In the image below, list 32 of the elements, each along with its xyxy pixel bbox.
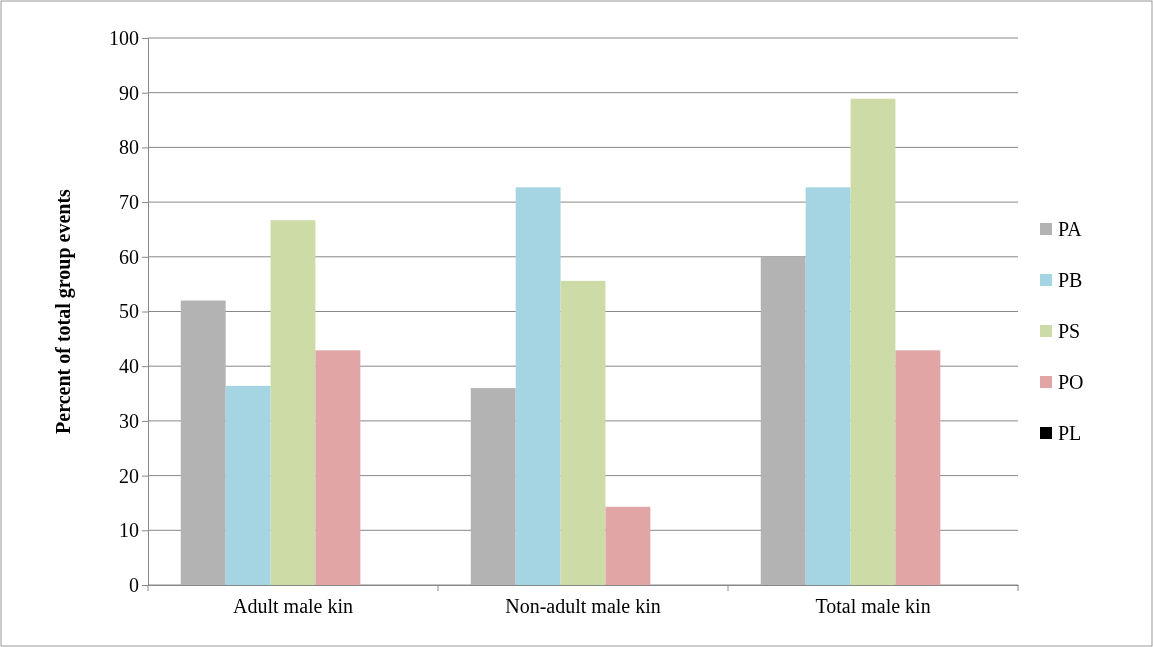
bar xyxy=(605,506,651,585)
y-tick-label: 50 xyxy=(119,300,139,323)
y-tick-label: 90 xyxy=(119,81,139,104)
y-axis-title: Percent of total group events xyxy=(52,188,75,434)
bar xyxy=(515,187,561,585)
legend-label: PB xyxy=(1058,269,1083,291)
y-tick-label: 20 xyxy=(119,464,139,487)
y-tick-label: 10 xyxy=(119,519,139,542)
legend-label: PS xyxy=(1058,320,1081,342)
bar xyxy=(270,220,316,585)
bar xyxy=(470,388,516,585)
bar xyxy=(895,350,941,585)
bar xyxy=(225,385,271,585)
bar xyxy=(805,187,851,585)
bar xyxy=(850,98,896,585)
x-tick-label: Non-adult male kin xyxy=(505,595,661,618)
legend-label: PL xyxy=(1058,422,1082,444)
y-tick-label: 40 xyxy=(119,355,139,378)
y-tick-label: 60 xyxy=(119,245,139,268)
bar xyxy=(315,350,361,585)
legend-label: PA xyxy=(1058,218,1083,240)
y-tick-label: 0 xyxy=(129,573,139,596)
bar xyxy=(760,256,806,585)
y-tick-label: 70 xyxy=(119,191,139,213)
y-tick-label: 30 xyxy=(119,409,139,432)
y-tick-label: 100 xyxy=(109,26,139,49)
x-tick-label: Adult male kin xyxy=(233,595,353,618)
bar xyxy=(180,300,226,585)
y-tick-label: 80 xyxy=(119,136,139,159)
bar xyxy=(560,280,606,585)
legend-label: PO xyxy=(1058,371,1084,393)
x-tick-label: Total male kin xyxy=(815,595,931,618)
